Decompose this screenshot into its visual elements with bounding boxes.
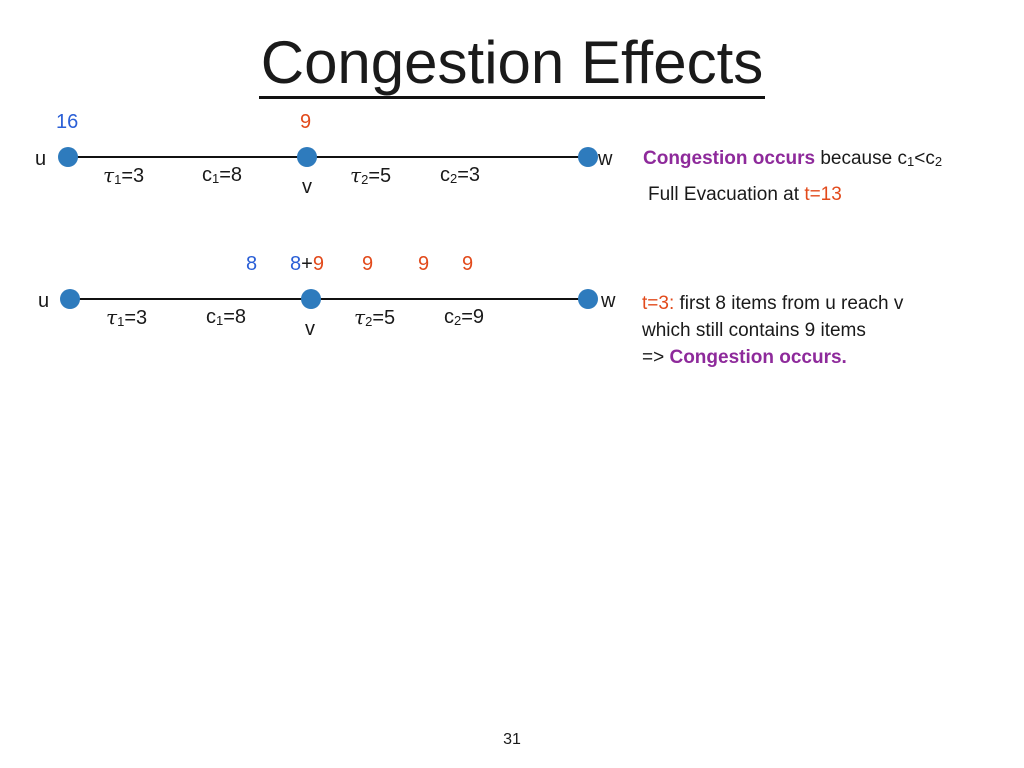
c2-label: c2=3 <box>440 164 481 186</box>
note-2-line-2: which still contains 9 items <box>642 320 866 341</box>
node-w-label: w <box>601 290 616 312</box>
c2-label: c2=9 <box>444 306 485 328</box>
edge-line <box>68 156 588 158</box>
node-u-label: u <box>38 290 50 312</box>
note-2-line-1: t=3: first 8 items from u reach v <box>642 293 904 314</box>
node-w <box>578 147 598 167</box>
tau2-label: τ2=5 <box>350 163 392 187</box>
count-9-c: 9 <box>462 253 474 275</box>
c1-label: c1=8 <box>206 306 247 328</box>
tau1-label: τ1=3 <box>106 305 148 329</box>
u-count-label: 16 <box>56 111 79 133</box>
node-u <box>58 147 78 167</box>
count-9-b: 9 <box>418 253 430 275</box>
slide-title: Congestion Effects <box>0 26 1024 100</box>
c1-label: c1=8 <box>202 164 243 186</box>
node-u-label: u <box>35 148 47 170</box>
count-v-combined: 8+9 <box>290 253 324 275</box>
node-v-label: v <box>305 318 315 340</box>
count-9-a: 9 <box>362 253 374 275</box>
v-count-label: 9 <box>300 111 312 133</box>
tau2-label: τ2=5 <box>354 305 396 329</box>
page-number: 31 <box>503 731 521 748</box>
node-w-label: w <box>598 148 613 170</box>
tau1-label: τ1=3 <box>103 163 145 187</box>
node-w <box>578 289 598 309</box>
node-v-label: v <box>302 176 312 198</box>
count-8-arrived: 8 <box>246 253 258 275</box>
node-u <box>60 289 80 309</box>
node-v <box>301 289 321 309</box>
congestion-note-1: Congestion occurs because c1<c2 <box>643 148 943 169</box>
edge-line <box>70 298 588 300</box>
node-v <box>297 147 317 167</box>
evacuation-note: Full Evacuation at t=13 <box>648 184 842 205</box>
note-2-line-3: => Congestion occurs. <box>642 347 847 368</box>
